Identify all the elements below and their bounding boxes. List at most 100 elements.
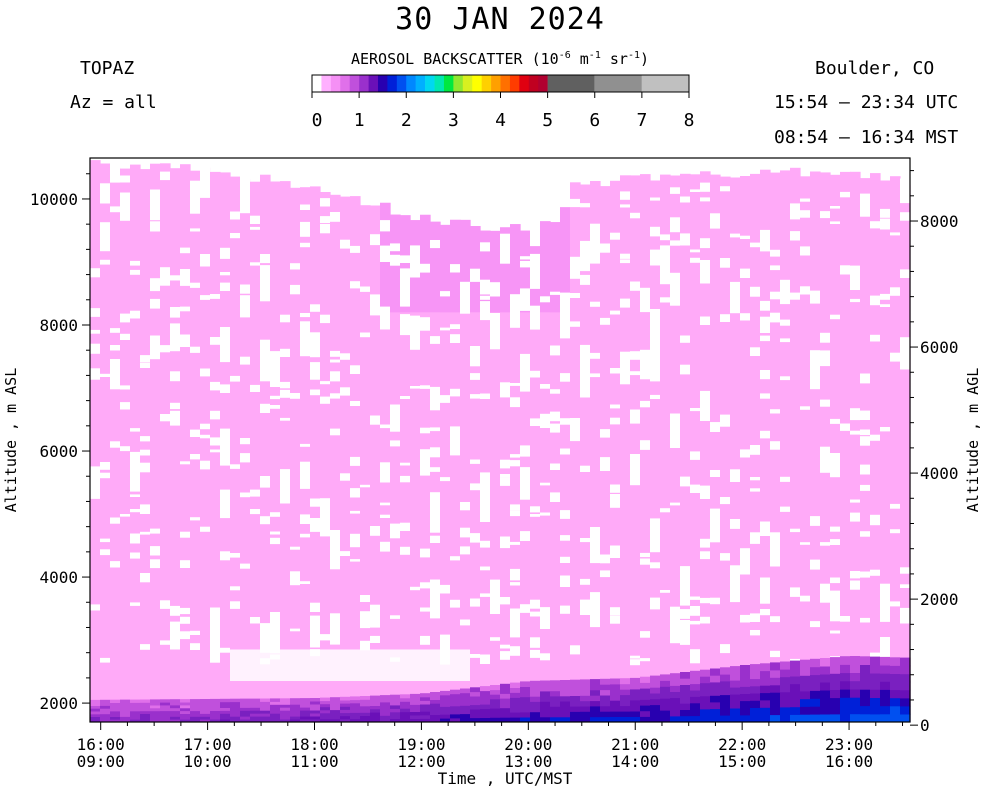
colorbar-swatch [377, 75, 388, 92]
heatmap-gap [740, 548, 751, 575]
heatmap-gap [470, 346, 481, 362]
heatmap-gap [340, 649, 351, 681]
heatmap-cell [660, 674, 671, 681]
heatmap-cell [850, 697, 861, 706]
heatmap-cell [800, 714, 811, 723]
heatmap-gap [760, 325, 771, 333]
heatmap-cell [860, 713, 871, 723]
heatmap-cell [660, 710, 671, 717]
heatmap-gap [570, 321, 581, 327]
heatmap-cell [770, 714, 781, 723]
heatmap-cell [460, 713, 471, 719]
heatmap-cell [540, 696, 551, 702]
heatmap-gap [430, 392, 441, 411]
heatmap-cell [760, 714, 771, 723]
heatmap-column [140, 169, 151, 723]
heatmap-gap [880, 208, 891, 218]
heatmap-cell [880, 673, 891, 682]
heatmap-cell [640, 693, 651, 700]
heatmap-gap [550, 492, 561, 502]
heatmap-gap [870, 221, 881, 229]
heatmap-cell [190, 716, 201, 720]
heatmap-gap [230, 375, 241, 382]
heatmap-gap [270, 405, 281, 409]
heatmap-cell [360, 709, 371, 713]
heatmap-gap [830, 539, 841, 545]
heatmap-gap [240, 356, 251, 365]
heatmap-cell [210, 719, 221, 723]
heatmap-cell [210, 707, 221, 711]
heatmap-column [660, 174, 671, 723]
heatmap-gap [720, 314, 731, 322]
heatmap-cell [380, 701, 391, 706]
heatmap-column [180, 164, 191, 722]
heatmap-cell [90, 713, 101, 717]
heatmap-cell [370, 705, 381, 710]
heatmap-cell [870, 705, 881, 715]
heatmap-cell [380, 711, 391, 716]
heatmap-gap [630, 659, 641, 666]
heatmap-gap [730, 519, 741, 529]
heatmap-cell [820, 714, 831, 723]
heatmap-cell [610, 683, 621, 690]
heatmap-cell [720, 701, 731, 709]
heatmap-gap [370, 609, 381, 628]
heatmap-gap [320, 314, 331, 324]
heatmap-gap [560, 510, 571, 519]
heatmap-cell [510, 682, 521, 688]
heatmap-gap [560, 556, 571, 563]
heatmap-cell [470, 696, 481, 701]
heatmap-gap [300, 443, 311, 447]
heatmap-cell [610, 700, 621, 707]
heatmap-cell [810, 706, 821, 715]
heatmap-cell [760, 685, 771, 694]
heatmap-cell [300, 719, 311, 723]
heatmap-cell [790, 714, 801, 723]
heatmap-cell [360, 705, 371, 710]
heatmap-gap [330, 359, 341, 363]
heatmap-gap [560, 575, 571, 587]
heatmap-cell [270, 716, 281, 720]
heatmap-gap [620, 351, 631, 385]
heatmap-cell [740, 686, 751, 694]
heatmap-gap [530, 370, 541, 378]
heatmap-cell [260, 713, 271, 717]
heatmap-cell [200, 701, 211, 706]
heatmap-cell [780, 699, 791, 708]
heatmap-gap [180, 461, 191, 465]
heatmap-gap [370, 299, 381, 316]
heatmap-cell [180, 719, 191, 723]
heatmap-gap [520, 377, 531, 386]
heatmap-cell [750, 664, 761, 672]
heatmap-cell [310, 716, 321, 720]
heatmap-cell [670, 703, 681, 711]
heatmap-cell [450, 705, 461, 711]
heatmap-cell [420, 696, 431, 701]
heatmap-gap [630, 419, 641, 424]
heatmap-gap [850, 265, 861, 290]
heatmap-cell [650, 710, 661, 717]
heatmap-gap [680, 566, 691, 606]
heatmap-cell [240, 716, 251, 720]
heatmap-gap [180, 339, 191, 343]
heatmap-gap [430, 427, 441, 432]
heatmap-cell [740, 707, 751, 716]
heatmap-gap [130, 260, 141, 266]
heatmap-gap [730, 233, 741, 238]
heatmap-gap [110, 561, 121, 568]
heatmap-cell [600, 684, 611, 691]
heatmap-gap [130, 428, 141, 432]
heatmap-cell [310, 698, 321, 702]
heatmap-gap [800, 595, 811, 602]
heatmap-gap [380, 306, 391, 330]
heatmap-cell [590, 700, 601, 707]
heatmap-cell [300, 716, 311, 720]
heatmap-cell [570, 716, 581, 723]
heatmap-cell [350, 706, 361, 710]
heatmap-cell [400, 215, 411, 313]
heatmap-gap [570, 256, 581, 279]
heatmap-gap [190, 429, 201, 437]
heatmap-cell [370, 708, 381, 713]
heatmap-gap [270, 649, 281, 681]
colorbar-tick-label: 0 [312, 110, 323, 131]
